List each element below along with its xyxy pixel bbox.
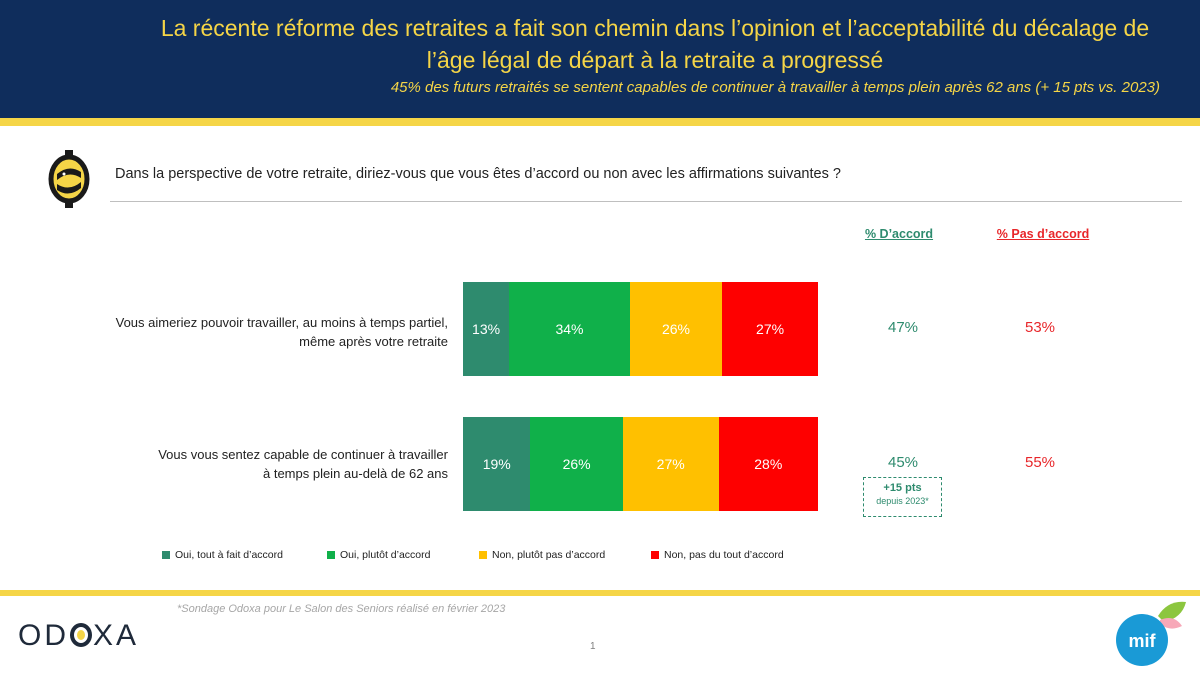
legend-swatch-3 xyxy=(479,551,487,559)
bar-label-2-1: 19% xyxy=(482,456,511,472)
bar-label-1-1: 13% xyxy=(472,321,501,337)
bar-segment-2-2: 26% xyxy=(530,417,623,511)
odoxa-logo: OD XA xyxy=(18,619,140,652)
bar-segment-1-1: 13% xyxy=(463,282,510,376)
footnote: *Sondage Odoxa pour Le Salon des Seniors… xyxy=(177,603,506,615)
row-label-1: Vous aimeriez pouvoir travailler, au moi… xyxy=(60,313,448,351)
bar-segment-2-1: 19% xyxy=(463,417,531,511)
total-disagree-2: 55% xyxy=(1024,454,1056,471)
page-title: La récente réforme des retraites a fait … xyxy=(160,15,1150,73)
column-header-agree: % D’accord xyxy=(864,227,934,241)
delta-value: +15 pts xyxy=(883,482,922,494)
legend-label-3: Non, plutôt pas d’accord xyxy=(492,549,606,561)
bar-segment-1-3: 26% xyxy=(629,282,723,376)
bar-label-2-3: 27% xyxy=(656,456,685,472)
bar-label-2-4: 28% xyxy=(754,456,783,472)
page-number: 1 xyxy=(590,641,596,652)
row-label-1-line-2: même après votre retraite xyxy=(299,334,448,349)
bar-segment-2-4: 28% xyxy=(718,417,818,511)
total-disagree-1: 53% xyxy=(1024,319,1056,336)
total-agree-2: 45% xyxy=(887,454,919,471)
header-banner xyxy=(0,0,1200,118)
chart-legend: Oui, tout à fait d’accord Oui, plutôt d’a… xyxy=(0,549,1200,563)
page-subtitle: 45% des futurs retraités se sentent capa… xyxy=(390,79,1160,96)
legend-item-2: Oui, plutôt d’accord xyxy=(327,549,430,561)
bar-segment-1-2: 34% xyxy=(509,282,630,376)
legend-label-2: Oui, plutôt d’accord xyxy=(340,549,431,561)
bar-label-1-2: 34% xyxy=(555,321,584,337)
delta-note: depuis 2023* xyxy=(876,496,929,506)
bar-label-1-4: 27% xyxy=(756,321,785,337)
bar-label-2-2: 26% xyxy=(562,456,591,472)
total-agree-1: 47% xyxy=(887,319,919,336)
row-label-2: Vous vous sentez capable de continuer à … xyxy=(60,445,448,483)
row-label-1-line-1: Vous aimeriez pouvoir travailler, au moi… xyxy=(115,315,448,330)
header-accent-line xyxy=(0,118,1200,126)
svg-text:mif: mif xyxy=(1129,631,1157,651)
footer-accent-line xyxy=(0,590,1200,596)
row-label-2-line-2: à temps plein au-delà de 62 ans xyxy=(262,466,448,481)
legend-label-1: Oui, tout à fait d’accord xyxy=(175,549,283,561)
legend-swatch-1 xyxy=(162,551,170,559)
mif-logo: mif xyxy=(1116,601,1186,666)
column-header-disagree: % Pas d’accord xyxy=(996,227,1090,241)
survey-question: Dans la perspective de votre retraite, d… xyxy=(115,166,841,182)
legend-label-4: Non, pas du tout d’accord xyxy=(664,549,784,561)
legend-item-4: Non, pas du tout d’accord xyxy=(651,549,784,561)
legend-item-3: Non, plutôt pas d’accord xyxy=(479,549,605,561)
legend-item-1: Oui, tout à fait d’accord xyxy=(162,549,283,561)
legend-swatch-2 xyxy=(327,551,335,559)
bar-segment-1-4: 27% xyxy=(722,282,818,376)
bar-segment-2-3: 27% xyxy=(622,417,719,511)
odoxa-question-icon xyxy=(48,150,90,208)
bar-label-1-3: 26% xyxy=(661,321,690,337)
delta-badge: +15 pts depuis 2023* xyxy=(863,477,942,517)
question-divider xyxy=(110,201,1182,202)
legend-swatch-4 xyxy=(651,551,659,559)
row-label-2-line-1: Vous vous sentez capable de continuer à … xyxy=(158,447,448,462)
